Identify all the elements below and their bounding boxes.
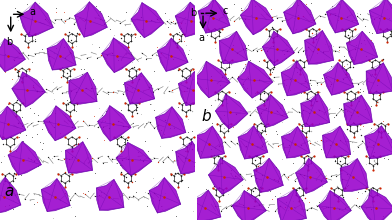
- Polygon shape: [176, 141, 205, 174]
- Polygon shape: [324, 62, 354, 95]
- Polygon shape: [20, 2, 53, 37]
- Polygon shape: [281, 126, 310, 158]
- Polygon shape: [254, 158, 283, 192]
- Polygon shape: [361, 189, 392, 220]
- Polygon shape: [44, 106, 76, 141]
- Polygon shape: [149, 178, 181, 213]
- Text: a: a: [4, 184, 13, 199]
- Polygon shape: [47, 38, 76, 70]
- Polygon shape: [194, 61, 230, 98]
- Polygon shape: [365, 126, 392, 159]
- Polygon shape: [124, 73, 155, 104]
- Polygon shape: [74, 2, 107, 37]
- Polygon shape: [178, 72, 210, 105]
- Polygon shape: [65, 142, 93, 173]
- Polygon shape: [0, 106, 26, 140]
- Polygon shape: [209, 158, 243, 194]
- Polygon shape: [219, 31, 247, 64]
- Polygon shape: [347, 31, 377, 64]
- Text: a: a: [198, 33, 204, 43]
- Text: b: b: [5, 37, 12, 47]
- Polygon shape: [215, 94, 248, 129]
- Polygon shape: [262, 31, 294, 66]
- Polygon shape: [102, 38, 134, 73]
- Text: a: a: [30, 7, 36, 17]
- Polygon shape: [238, 126, 268, 159]
- Polygon shape: [366, 63, 392, 94]
- Text: b: b: [201, 109, 211, 124]
- Polygon shape: [301, 94, 330, 127]
- Polygon shape: [369, 0, 392, 34]
- Polygon shape: [12, 72, 45, 107]
- Polygon shape: [305, 31, 334, 64]
- Polygon shape: [98, 106, 131, 141]
- Polygon shape: [196, 126, 225, 158]
- Polygon shape: [0, 177, 21, 213]
- Polygon shape: [157, 38, 188, 71]
- Polygon shape: [175, 2, 209, 37]
- Polygon shape: [0, 39, 25, 72]
- Polygon shape: [296, 158, 327, 193]
- Polygon shape: [232, 191, 266, 220]
- Polygon shape: [240, 0, 274, 35]
- Polygon shape: [277, 189, 307, 220]
- Polygon shape: [41, 179, 70, 212]
- Polygon shape: [344, 95, 372, 125]
- Polygon shape: [238, 61, 273, 98]
- Polygon shape: [327, 0, 359, 33]
- Polygon shape: [340, 159, 368, 191]
- Polygon shape: [69, 72, 97, 104]
- Polygon shape: [284, 0, 316, 34]
- Polygon shape: [319, 191, 351, 220]
- Polygon shape: [8, 141, 41, 175]
- Text: c: c: [223, 6, 228, 16]
- Text: b: b: [190, 8, 196, 18]
- Polygon shape: [156, 107, 186, 138]
- Polygon shape: [116, 142, 152, 175]
- Polygon shape: [198, 0, 230, 33]
- Polygon shape: [281, 61, 310, 96]
- Polygon shape: [323, 126, 351, 158]
- Polygon shape: [131, 3, 164, 38]
- Polygon shape: [257, 95, 288, 127]
- Polygon shape: [96, 180, 124, 210]
- Polygon shape: [191, 190, 221, 220]
